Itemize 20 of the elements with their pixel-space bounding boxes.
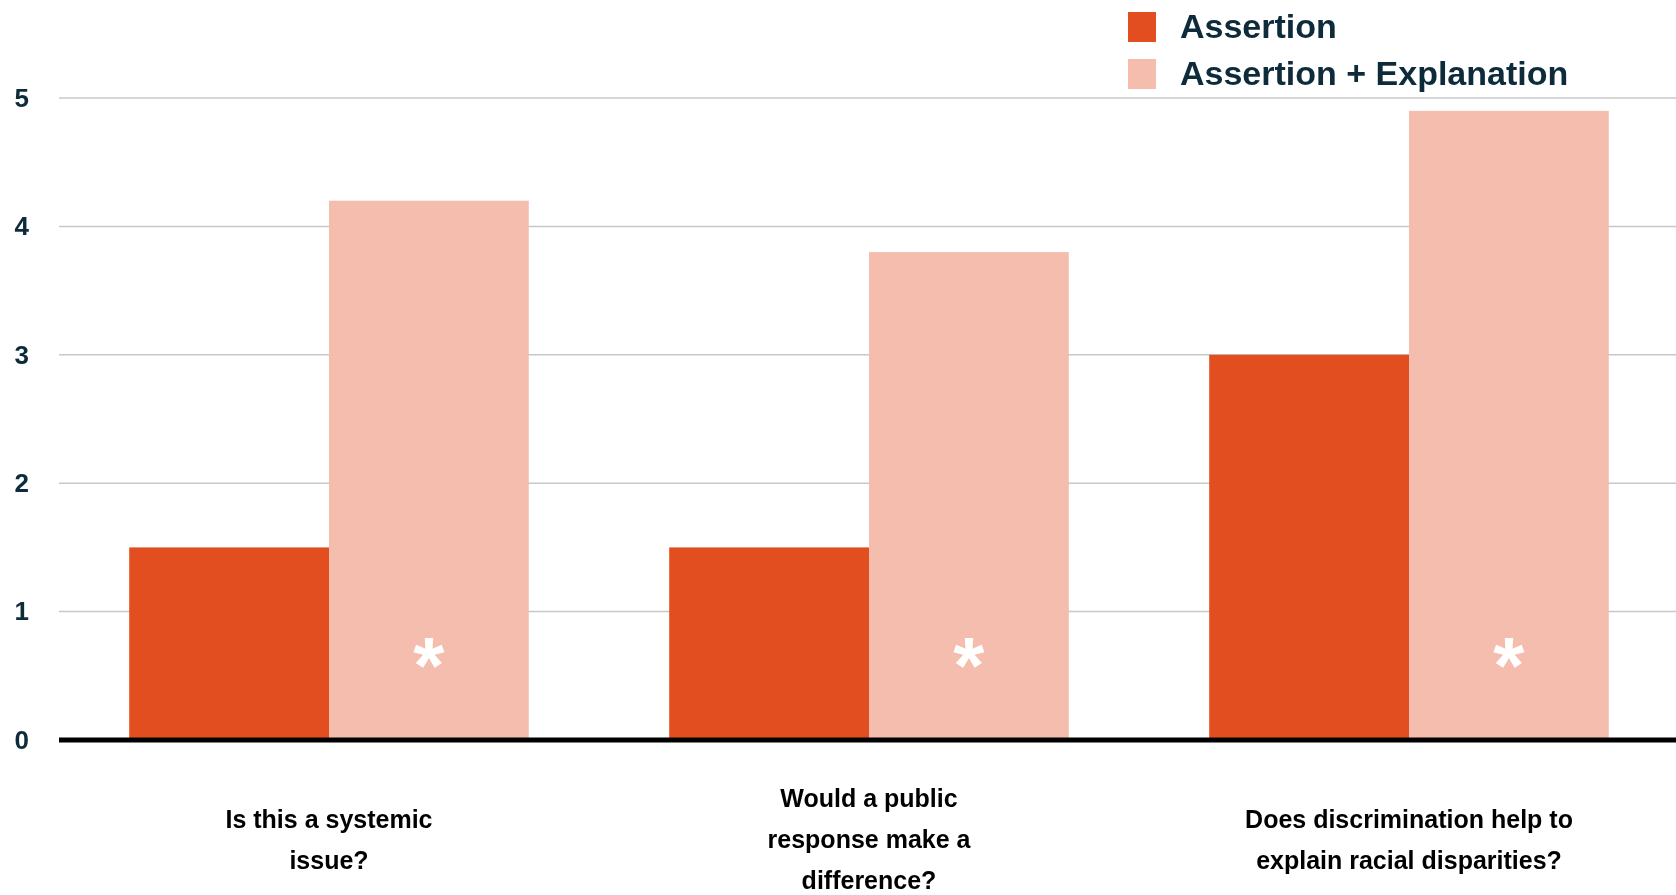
annotation: * <box>413 620 446 710</box>
x-tick-label: Does discrimination help to explain racial disparities? <box>1245 804 1573 874</box>
y-tick-label: 1 <box>14 596 29 627</box>
y-tick-label: 3 <box>14 339 29 370</box>
bar <box>1409 110 1609 740</box>
y-tick-label: 5 <box>14 82 29 113</box>
bar <box>329 200 529 740</box>
x-tick-label: Would a public response make a difference? <box>767 784 972 894</box>
x-tick-label: Is this a systemic issue? <box>225 804 433 874</box>
y-tick-label: 2 <box>14 468 29 499</box>
bar <box>129 547 329 740</box>
bar <box>669 547 869 740</box>
y-tick-label: 0 <box>14 724 29 755</box>
annotation: * <box>1493 620 1526 710</box>
legend-label: Assertion + Explanation <box>1180 54 1569 92</box>
legend-label: Assertion <box>1180 7 1337 45</box>
bar <box>869 252 1069 740</box>
y-tick-label: 4 <box>14 211 30 242</box>
annotation: * <box>953 620 986 710</box>
bar <box>1209 354 1409 740</box>
